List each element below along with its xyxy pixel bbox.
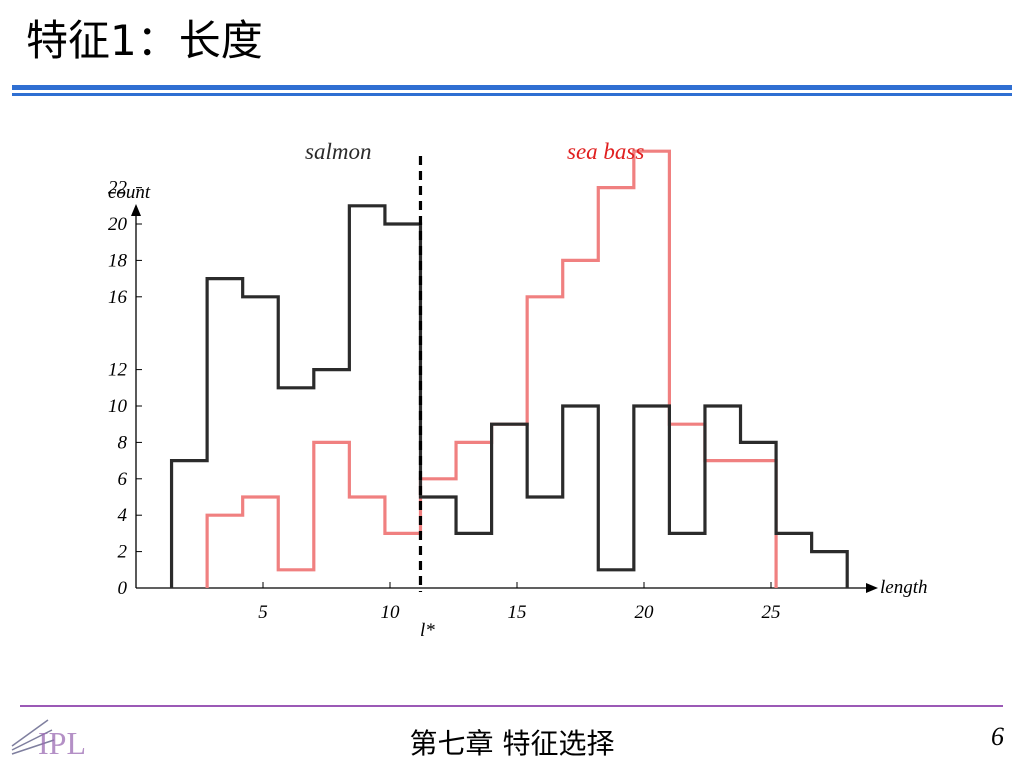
- footer-rule: [20, 705, 1003, 707]
- y-tick-label: 10: [108, 396, 128, 417]
- y-tick-label: 16: [108, 287, 128, 308]
- x-axis-arrow: [866, 583, 878, 593]
- y-tick-label: 4: [118, 505, 128, 526]
- y-tick-label: 0: [118, 578, 128, 599]
- y-tick-label: 6: [118, 469, 128, 490]
- y-tick-label: 12: [108, 360, 128, 381]
- y-axis-arrow: [131, 204, 141, 216]
- legend-salmon-label: salmon: [305, 139, 371, 164]
- footer-chapter: 第七章 特征选择: [409, 727, 615, 760]
- y-tick-label: 8: [118, 432, 128, 453]
- page-number: 6: [991, 722, 1004, 751]
- threshold-label: l*: [420, 620, 435, 641]
- chart-series: [169, 149, 849, 592]
- x-axis-label: length: [880, 577, 928, 598]
- y-tick-label: 20: [108, 214, 128, 235]
- y-axis-label: count: [108, 182, 151, 203]
- salmon-histogram: [169, 204, 849, 588]
- x-tick-label: 5: [258, 602, 268, 623]
- y-tick-label: 22: [108, 178, 128, 199]
- chart-axes: [131, 204, 878, 593]
- y-tick-label: 18: [108, 250, 128, 271]
- logo-text: IPL: [38, 725, 86, 761]
- title-rule-top: [12, 85, 1012, 90]
- x-tick-label: 15: [508, 602, 527, 623]
- legend-sea-bass-label: sea bass: [567, 139, 644, 164]
- ipl-logo: IPL: [11, 719, 86, 761]
- chart-ticks: 0 2 4 6 8 10 12 16 18 20 22 5 10 15 20 25: [108, 178, 781, 623]
- x-tick-label: 25: [762, 602, 781, 623]
- y-tick-label: 2: [118, 542, 128, 563]
- x-tick-label: 10: [381, 602, 401, 623]
- title-rule-bottom: [12, 93, 1012, 96]
- x-tick-label: 20: [635, 602, 655, 623]
- slide-title: 特征1：长度: [26, 16, 263, 65]
